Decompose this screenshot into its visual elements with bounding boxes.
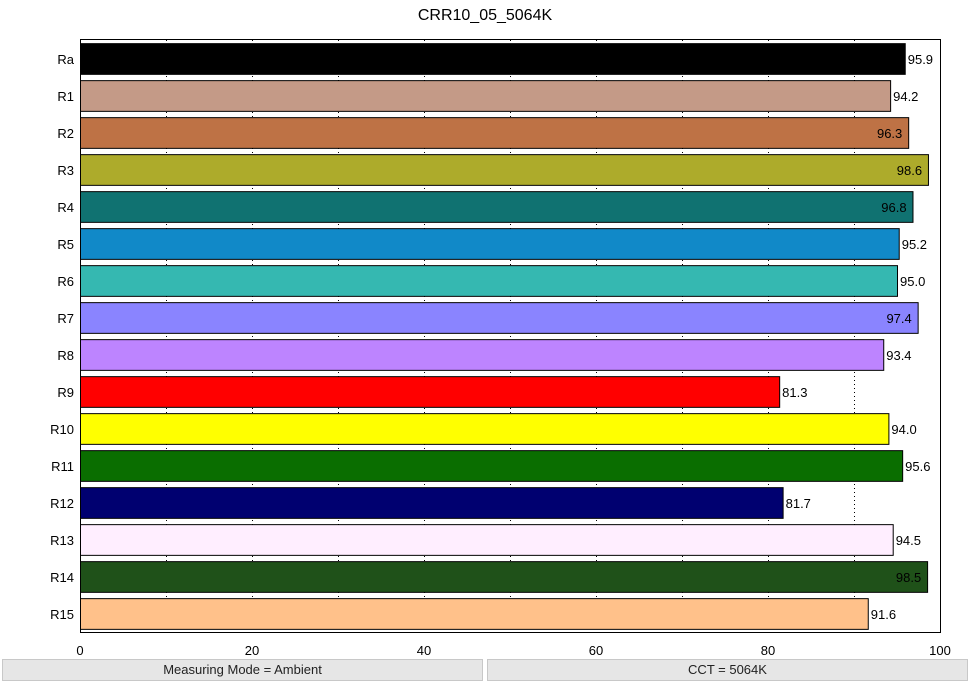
bar: [80, 154, 929, 186]
bar: [80, 450, 904, 482]
category-label: R13: [50, 533, 74, 548]
data-label: 95.6: [905, 459, 930, 474]
data-label: 94.2: [893, 89, 918, 104]
data-label: 81.7: [786, 496, 811, 511]
bar: [80, 302, 919, 334]
data-label: 95.0: [900, 274, 925, 289]
category-label: R8: [57, 348, 74, 363]
bar: [80, 117, 910, 149]
category-label: R11: [51, 459, 74, 474]
data-label: 97.4: [886, 311, 911, 326]
data-label: 81.3: [782, 385, 807, 400]
x-tick-label: 60: [589, 643, 603, 658]
data-label: 93.4: [886, 348, 911, 363]
bar: [80, 487, 784, 519]
bar: [80, 80, 892, 112]
category-label: Ra: [57, 52, 74, 67]
category-label: R15: [50, 607, 74, 622]
data-label: 95.9: [908, 52, 933, 67]
category-label: R6: [57, 274, 74, 289]
bar: [80, 265, 898, 297]
grid-lines: [166, 40, 855, 632]
category-label: R4: [57, 200, 74, 215]
data-label: 94.0: [891, 422, 916, 437]
x-tick-label: 100: [929, 643, 951, 658]
status-cct: CCT = 5064K: [487, 659, 968, 681]
bars: [80, 43, 929, 630]
data-label: 95.2: [902, 237, 927, 252]
category-label: R10: [50, 422, 74, 437]
plot-frame: [80, 39, 941, 633]
x-tick-label: 0: [76, 643, 83, 658]
status-measuring-mode: Measuring Mode = Ambient: [2, 659, 483, 681]
category-label: R5: [57, 237, 74, 252]
category-label: R3: [57, 163, 74, 178]
bar: [80, 561, 929, 593]
chart-title: CRR10_05_5064K: [417, 7, 553, 24]
x-tick-label: 40: [417, 643, 431, 658]
category-label: R1: [57, 89, 74, 104]
x-tick-label: 80: [761, 643, 775, 658]
x-tick-label: 20: [245, 643, 259, 658]
data-label: 98.5: [896, 570, 921, 585]
data-label: 96.8: [881, 200, 906, 215]
bar: [80, 524, 894, 556]
bar: [80, 228, 900, 260]
bar: [80, 191, 914, 223]
category-label: R7: [57, 311, 74, 326]
data-label: 94.5: [896, 533, 921, 548]
data-label: 91.6: [871, 607, 896, 622]
category-label: R2: [57, 126, 74, 141]
labels: 0 20 40 60 80 100 Ra 95.9 R1 94.2 R2 96.3 R3 98.6 R4 96…: [50, 52, 951, 658]
data-label: 96.3: [877, 126, 902, 141]
category-label: R14: [50, 570, 74, 585]
category-label: R12: [50, 496, 74, 511]
bar: [80, 598, 869, 630]
data-label: 98.6: [897, 163, 922, 178]
bar: [80, 43, 906, 75]
bar-chart: 0 20 40 60 80 100 Ra 95.9 R1 94.2 R2 96.3 R3 98.6 R4 96…: [50, 39, 951, 658]
bar: [80, 339, 885, 371]
bar: [80, 413, 890, 445]
category-label: R9: [57, 385, 74, 400]
bar: [80, 376, 781, 408]
